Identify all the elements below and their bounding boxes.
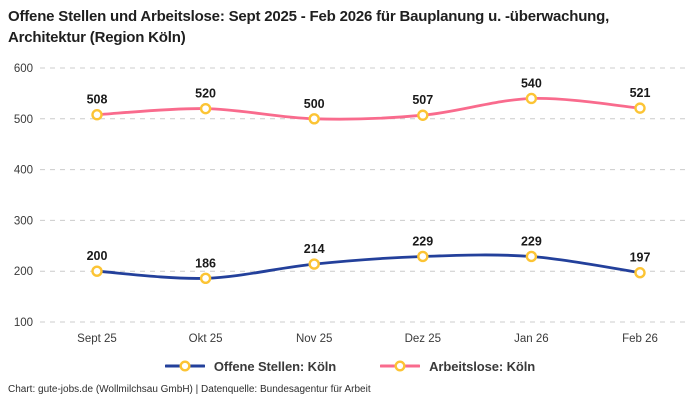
series-line	[95, 97, 642, 121]
data-point-marker	[634, 267, 646, 279]
data-point-marker	[525, 250, 538, 263]
data-point-marker	[634, 102, 646, 114]
data-point-marker	[417, 250, 429, 263]
line-marker-icon	[164, 360, 205, 372]
data-point-marker	[525, 92, 538, 105]
data-point-label: 186	[195, 256, 216, 270]
data-point-label: 507	[412, 93, 433, 107]
y-axis-tick-label: 400	[14, 165, 33, 177]
data-point-marker	[91, 265, 103, 277]
legend-label: Arbeitslose: Köln	[429, 358, 536, 374]
x-axis-tick-label: Sept 25	[77, 333, 117, 345]
x-axis-tick-label: Nov 25	[296, 333, 332, 345]
chart-title: Offene Stellen und Arbeitslose: Sept 202…	[8, 8, 610, 47]
legend-item-arbeitslose[interactable]: Arbeitslose: Köln	[380, 359, 535, 374]
data-point-label: 214	[304, 242, 325, 256]
y-axis-tick-label: 500	[14, 114, 33, 126]
series-line	[95, 253, 642, 280]
chart-legend: Offene Stellen: Köln Arbeitslose: Köln	[0, 354, 700, 378]
y-axis-tick-label: 200	[14, 266, 33, 278]
data-point-marker	[308, 113, 320, 125]
data-point-marker	[417, 109, 429, 121]
data-point-marker	[199, 272, 212, 285]
y-axis-tick-label: 600	[14, 63, 33, 75]
data-point-marker	[308, 258, 320, 270]
data-point-label: 229	[521, 234, 542, 248]
data-point-marker	[91, 109, 103, 121]
x-axis-tick-label: Jan 26	[514, 333, 549, 345]
data-point-label: 197	[630, 251, 651, 265]
x-axis-tick-label: Okt 25	[189, 333, 223, 345]
data-point-label: 200	[87, 249, 108, 263]
legend-item-offene-stellen[interactable]: Offene Stellen: Köln	[164, 358, 337, 374]
y-axis-tick-label: 100	[14, 317, 33, 329]
data-point-label: 229	[412, 234, 433, 248]
data-point-label: 500	[304, 97, 325, 111]
chart-attribution: Chart: gute-jobs.de (Wollmilchsau GmbH) …	[8, 384, 371, 395]
line-chart-plot-area: 100 200 300 400 500 600 Sept 25 Okt 25 Nov 25 Dez…	[14, 63, 686, 345]
legend-label: Offene Stellen: Köln	[213, 358, 337, 374]
data-point-marker	[199, 102, 212, 115]
data-point-label: 540	[521, 76, 542, 90]
line-marker-icon	[380, 360, 421, 372]
data-point-label: 508	[87, 93, 108, 107]
data-point-label: 520	[195, 87, 216, 101]
data-point-label: 521	[630, 86, 651, 100]
x-axis-tick-label: Feb 26	[622, 333, 658, 345]
x-axis-tick-label: Dez 25	[405, 333, 441, 345]
y-axis-tick-label: 300	[14, 215, 33, 227]
